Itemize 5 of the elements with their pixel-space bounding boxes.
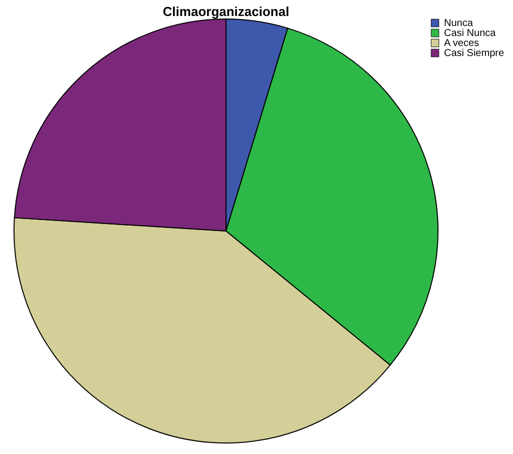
legend-label: Casi Nunca	[444, 28, 496, 39]
chart-title: Climaorganizacional	[162, 4, 290, 19]
legend-label: Nunca	[444, 18, 474, 29]
legend-label: Casi Siempre	[444, 48, 504, 59]
legend-label: A veces	[444, 38, 480, 49]
